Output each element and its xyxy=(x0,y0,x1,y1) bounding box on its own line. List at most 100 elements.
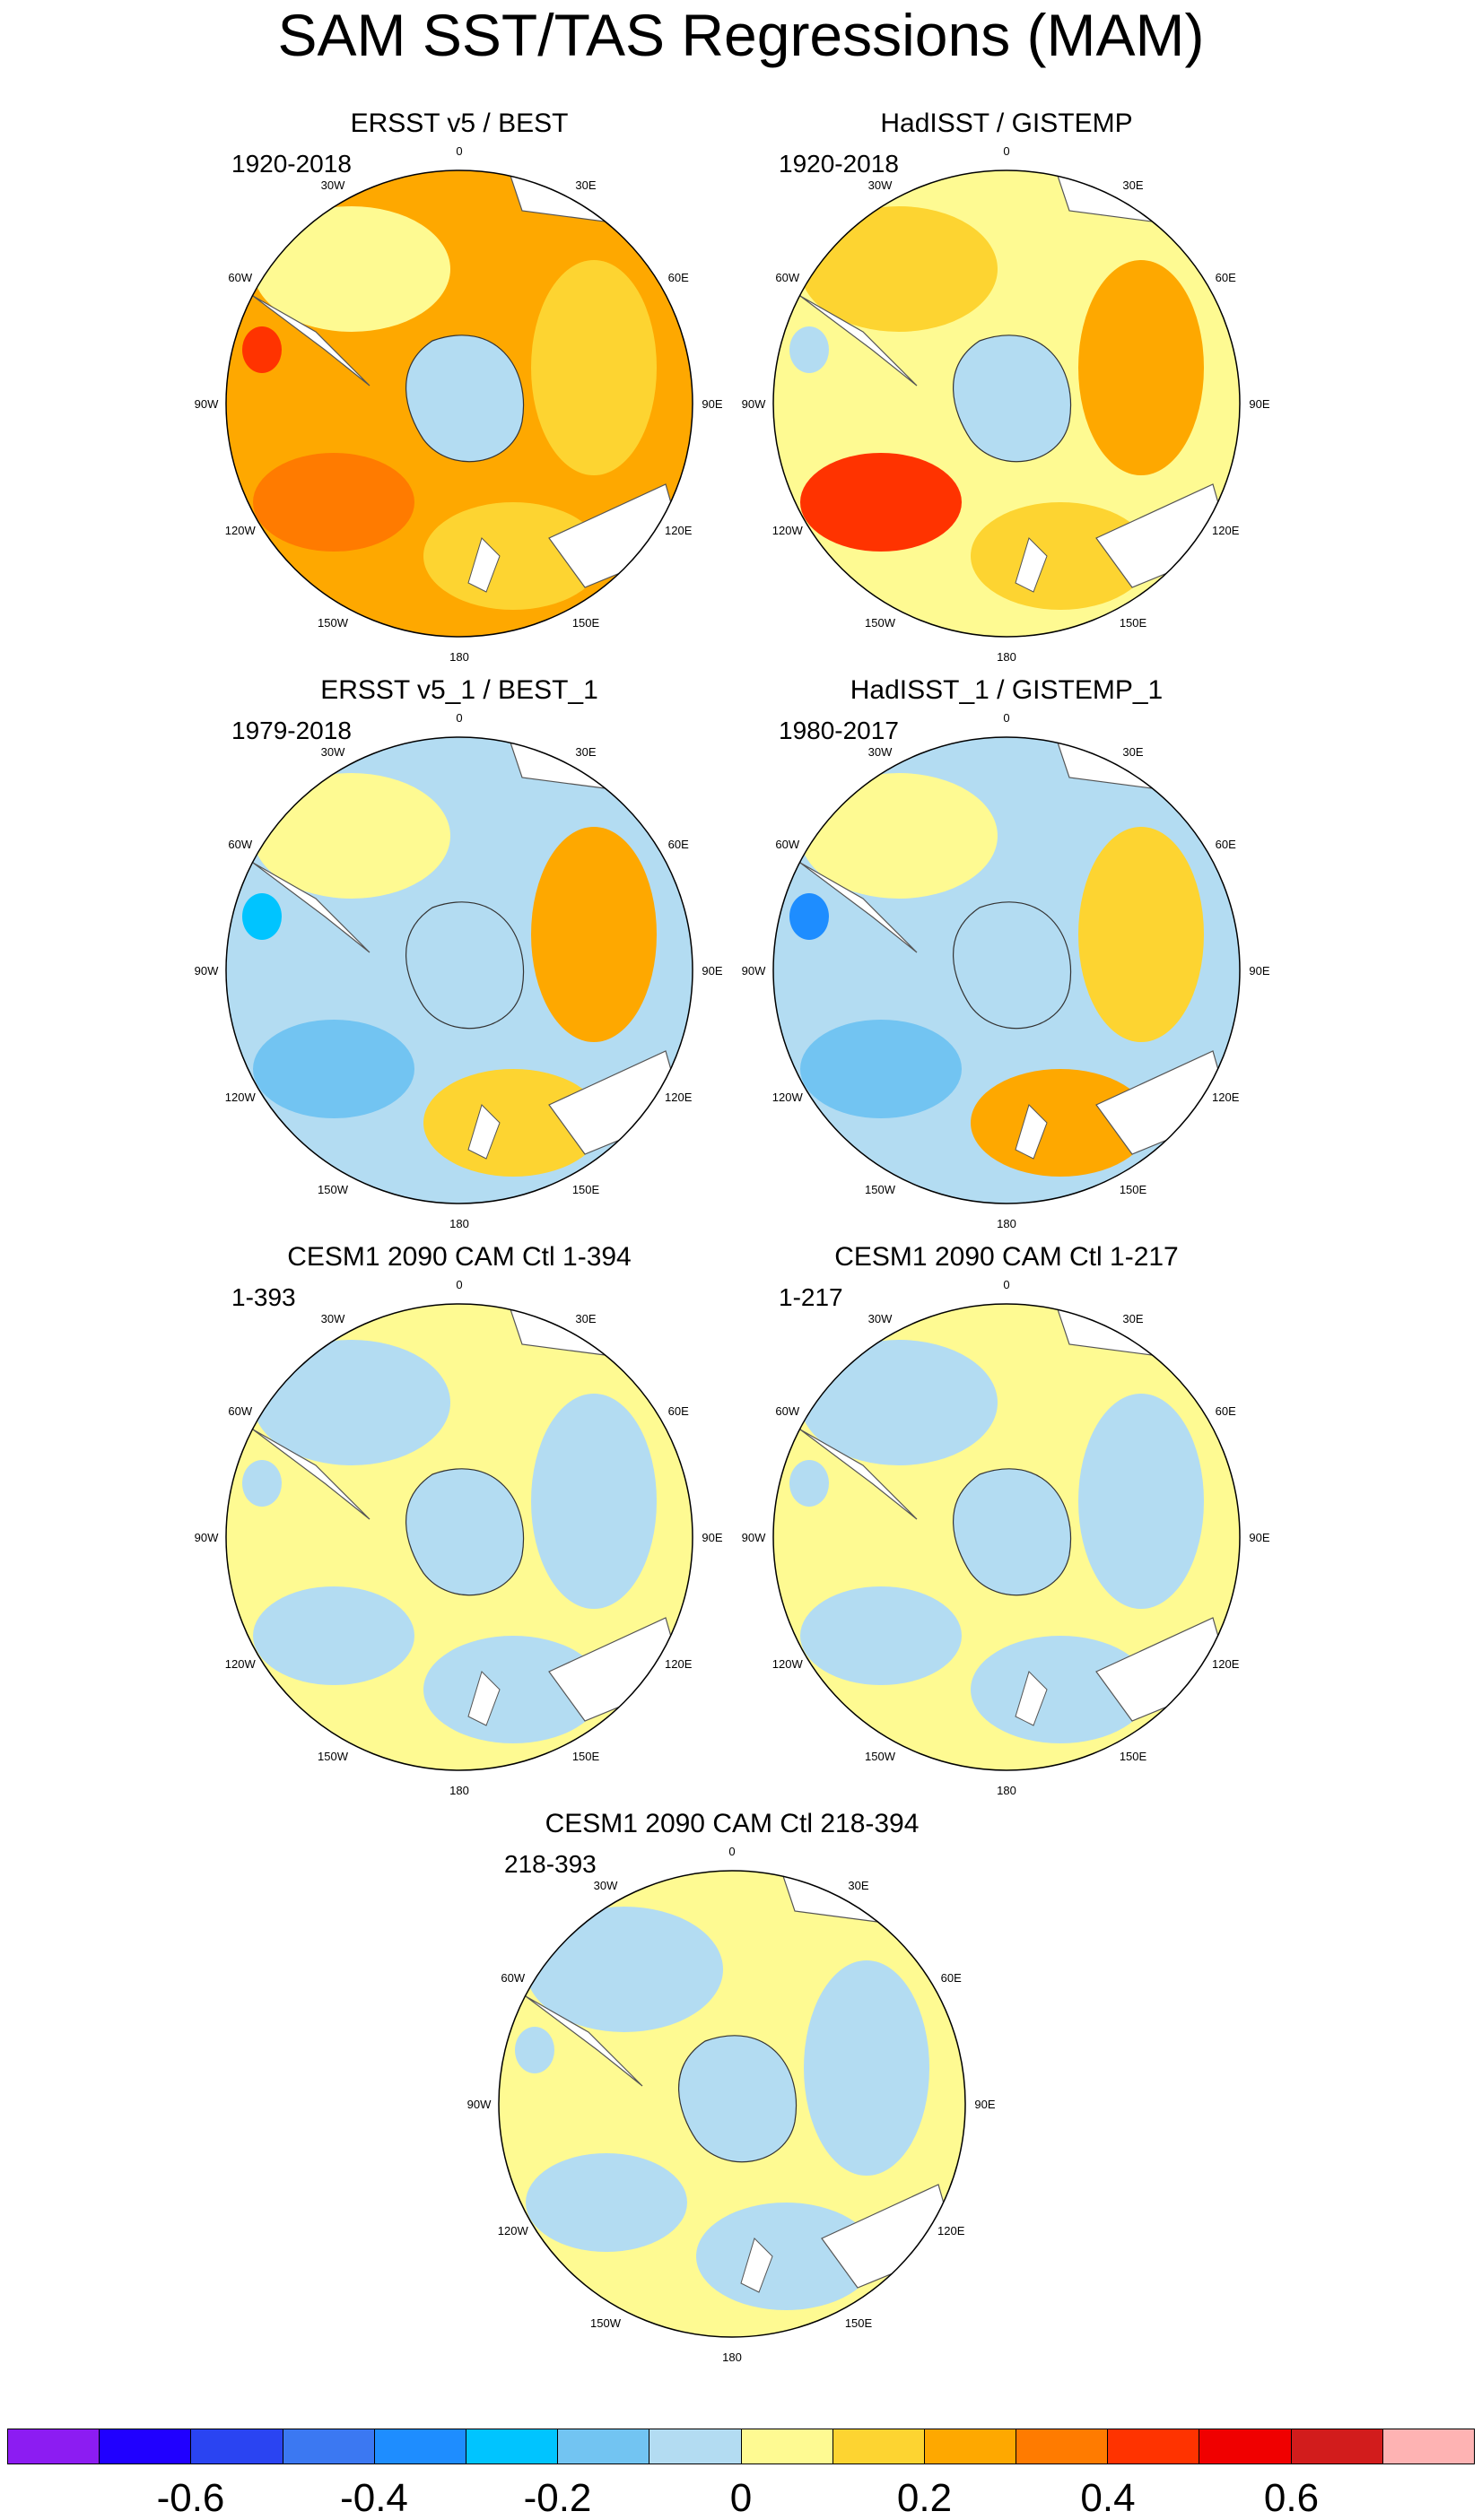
new-zealand-land xyxy=(1015,1104,1048,1160)
polar-map: 0 30E 60E 90E 120E 150E 180 150W 120W 90W 60W 30W xyxy=(195,144,723,664)
longitude-label: 0 xyxy=(456,144,462,158)
anomaly-region xyxy=(800,1586,962,1685)
anomaly-region xyxy=(1078,1394,1204,1609)
panel-title: HadISST_1 / GISTEMP_1 xyxy=(850,675,1164,705)
map-panel: ERSST v5 / BEST 1920-2018 0 30E 60E 90E 120E 15… xyxy=(195,108,723,682)
map-border xyxy=(498,1870,966,2338)
map-panel: CESM1 2090 CAM Ctl 1-394 1-393 0 30E 60E 90E 1… xyxy=(195,1241,723,1815)
new-zealand-land xyxy=(467,1671,501,1726)
longitude-label: 30W xyxy=(321,1312,345,1325)
anomaly-region xyxy=(800,453,962,552)
anomaly-region xyxy=(253,773,450,899)
longitude-label: 30W xyxy=(868,178,893,192)
anomaly-region xyxy=(800,206,998,332)
longitude-label: 180 xyxy=(449,650,469,664)
colorbar-tick-label: 0.6 xyxy=(1263,2476,1320,2520)
longitude-label: 0 xyxy=(456,711,462,725)
antarctica xyxy=(953,901,1071,1030)
polar-map: 0 30E 60E 90E 120E 150E 180 150W 120W 90W 60W 30W xyxy=(195,711,723,1230)
longitude-label: 150W xyxy=(318,1750,349,1763)
longitude-label: 30W xyxy=(594,1879,618,1892)
longitude-label: 180 xyxy=(449,1217,469,1230)
longitude-label: 150E xyxy=(1120,1750,1147,1763)
longitude-label: 30W xyxy=(321,745,345,759)
longitude-label: 30W xyxy=(321,178,345,192)
map-border xyxy=(225,736,693,1204)
longitude-label: 90W xyxy=(467,2098,492,2111)
anomaly-region xyxy=(253,206,450,332)
longitude-label: 120E xyxy=(1212,524,1240,537)
longitude-label: 30E xyxy=(1122,178,1143,192)
longitude-label: 90E xyxy=(1249,397,1269,411)
longitude-label: 150W xyxy=(865,616,896,630)
longitude-label: 120W xyxy=(498,2224,529,2238)
colorbar-swatch xyxy=(1199,2429,1292,2464)
longitude-label: 180 xyxy=(997,650,1016,664)
map-border xyxy=(772,736,1241,1204)
south-america-land xyxy=(799,295,918,387)
longitude-label: 90W xyxy=(195,397,219,411)
anomaly-region xyxy=(253,1340,450,1465)
longitude-label: 30W xyxy=(868,1312,893,1325)
longitude-label: 60E xyxy=(668,271,689,284)
polar-map: 0 30E 60E 90E 120E 150E 180 150W 120W 90W 60W 30W xyxy=(742,144,1270,664)
map-border xyxy=(225,1303,693,1771)
longitude-label: 90W xyxy=(195,1531,219,1544)
longitude-label: 60W xyxy=(775,838,799,851)
antarctica xyxy=(405,1468,524,1596)
anomaly-region xyxy=(789,1460,829,1507)
polar-map: 0 30E 60E 90E 120E 150E 180 150W 120W 90W 60W 30W xyxy=(742,711,1270,1230)
new-zealand-land xyxy=(740,2238,773,2293)
anomaly-region xyxy=(531,1394,657,1609)
colorbar-tick-label: -0.4 xyxy=(340,2476,408,2520)
longitude-label: 120W xyxy=(772,1657,804,1671)
anomaly-region xyxy=(253,453,414,552)
anomaly-region xyxy=(800,1340,998,1465)
antarctica xyxy=(678,2035,797,2163)
longitude-label: 120E xyxy=(1212,1657,1240,1671)
longitude-label: 30E xyxy=(575,178,596,192)
panel-title: ERSST v5_1 / BEST_1 xyxy=(320,675,598,705)
panel-period: 218-393 xyxy=(504,1850,597,1878)
longitude-label: 120W xyxy=(225,1091,257,1104)
antarctica xyxy=(405,901,524,1030)
colorbar-swatch xyxy=(191,2429,283,2464)
anomaly-region xyxy=(1078,827,1204,1042)
anomaly-region xyxy=(253,1586,414,1685)
antarctica xyxy=(405,335,524,463)
longitude-label: 60W xyxy=(775,1404,799,1418)
panel-title: CESM1 2090 CAM Ctl 1-217 xyxy=(834,1242,1179,1272)
longitude-label: 120W xyxy=(225,1657,257,1671)
longitude-label: 120W xyxy=(772,524,804,537)
longitude-label: 90W xyxy=(742,397,766,411)
anomaly-region xyxy=(515,2027,554,2073)
panel-title: CESM1 2090 CAM Ctl 218-394 xyxy=(545,1809,920,1838)
colorbar-tick-label: -0.6 xyxy=(156,2476,225,2520)
longitude-label: 30E xyxy=(1122,745,1143,759)
colorbar-tick-label: 0.2 xyxy=(896,2476,953,2520)
longitude-label: 90E xyxy=(1249,1531,1269,1544)
longitude-label: 90E xyxy=(702,1531,722,1544)
colorbar-swatch xyxy=(283,2429,375,2464)
longitude-label: 150E xyxy=(572,1750,600,1763)
longitude-label: 90E xyxy=(702,964,722,978)
anomaly-region xyxy=(804,1960,929,2176)
panel-title: CESM1 2090 CAM Ctl 1-394 xyxy=(287,1242,632,1272)
anomaly-region xyxy=(800,1020,962,1118)
anomaly-region xyxy=(800,773,998,899)
panel-period: 1-217 xyxy=(779,1283,843,1311)
colorbar-swatch xyxy=(1108,2429,1200,2464)
longitude-label: 60W xyxy=(775,271,799,284)
longitude-label: 150W xyxy=(318,616,349,630)
colorbar-swatch xyxy=(649,2429,742,2464)
longitude-label: 30E xyxy=(575,1312,596,1325)
anomaly-region xyxy=(526,2153,687,2252)
colorbar-swatch xyxy=(1291,2429,1383,2464)
map-panel: HadISST / GISTEMP 1920-2018 0 30E 60E 90E 120E… xyxy=(742,108,1270,682)
map-panel: ERSST v5_1 / BEST_1 1979-2018 0 30E 60E 90E 12… xyxy=(195,674,723,1248)
longitude-label: 90E xyxy=(1249,964,1269,978)
panel-period: 1979-2018 xyxy=(231,717,352,744)
longitude-label: 150W xyxy=(865,1750,896,1763)
longitude-label: 120W xyxy=(225,524,257,537)
panel-title: HadISST / GISTEMP xyxy=(880,109,1133,138)
